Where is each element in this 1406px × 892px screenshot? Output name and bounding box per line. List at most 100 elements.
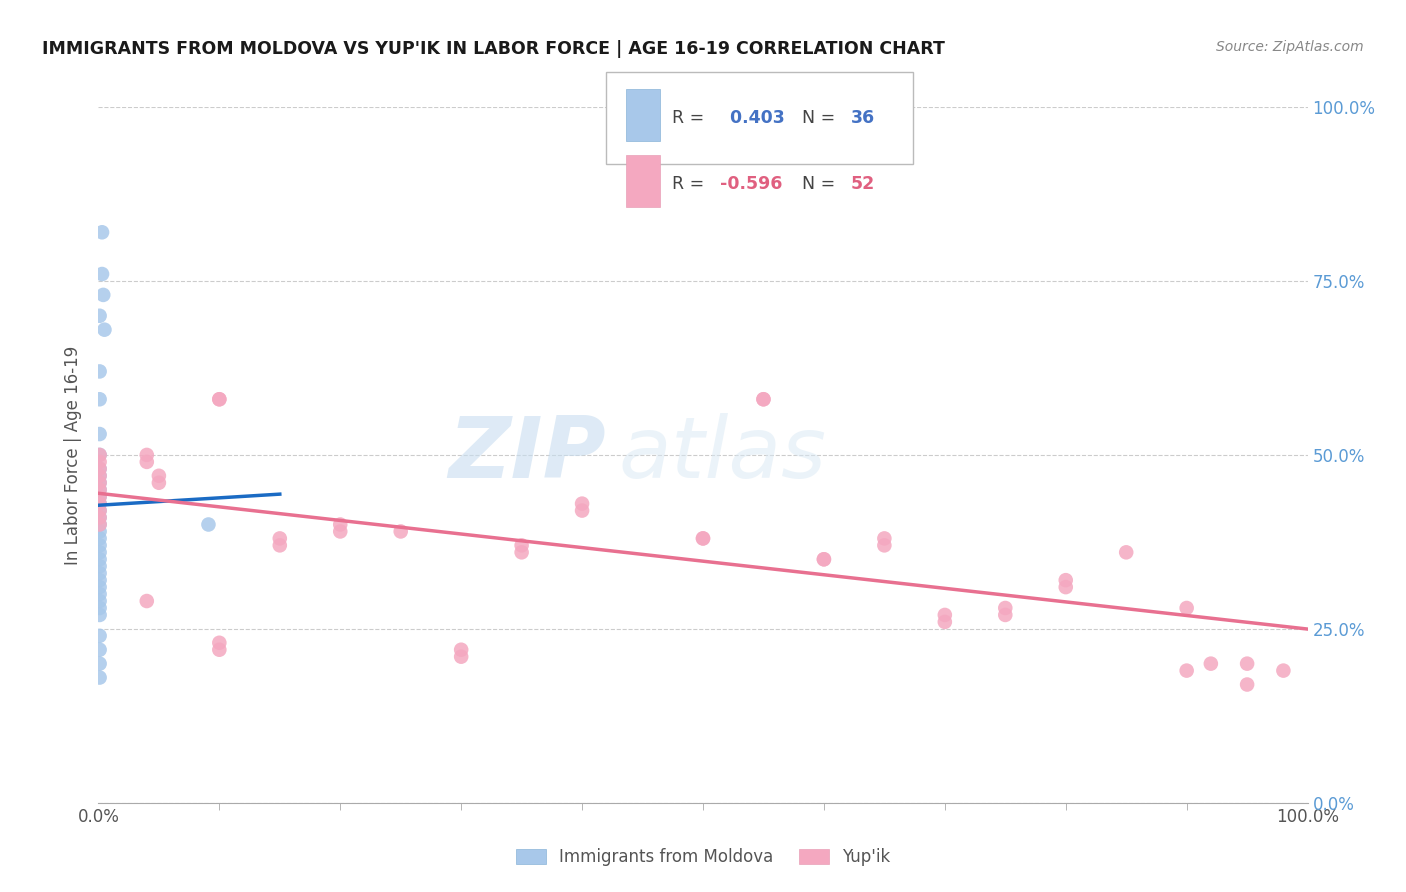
Point xyxy=(208,642,231,657)
Point xyxy=(813,552,835,566)
Point xyxy=(89,503,111,517)
Point xyxy=(752,392,775,407)
Point xyxy=(208,392,231,407)
Point xyxy=(89,587,111,601)
Point xyxy=(89,510,111,524)
Point xyxy=(1175,601,1198,615)
Point xyxy=(1272,664,1295,678)
Point xyxy=(934,615,956,629)
Point xyxy=(571,503,593,517)
Point xyxy=(752,392,775,407)
Text: -0.596: -0.596 xyxy=(720,175,783,193)
Point xyxy=(89,629,111,643)
Point xyxy=(1054,573,1077,587)
Point xyxy=(148,468,170,483)
Point xyxy=(1115,545,1137,559)
Point xyxy=(89,538,111,552)
Point xyxy=(692,532,714,546)
Text: 52: 52 xyxy=(851,175,876,193)
Point xyxy=(135,594,157,608)
Text: R =: R = xyxy=(672,109,710,127)
Point xyxy=(269,532,291,546)
Point xyxy=(89,483,111,497)
Text: 0.403: 0.403 xyxy=(724,109,785,127)
Text: Source: ZipAtlas.com: Source: ZipAtlas.com xyxy=(1216,40,1364,54)
Point xyxy=(89,510,111,524)
Point xyxy=(1236,657,1258,671)
Point xyxy=(89,490,111,504)
Text: R =: R = xyxy=(672,175,710,193)
Point xyxy=(93,323,115,337)
Point xyxy=(89,607,111,622)
Point xyxy=(1199,657,1222,671)
Point xyxy=(89,532,111,546)
Point xyxy=(1236,677,1258,691)
Point xyxy=(89,601,111,615)
Point xyxy=(89,580,111,594)
Y-axis label: In Labor Force | Age 16-19: In Labor Force | Age 16-19 xyxy=(65,345,83,565)
Point xyxy=(89,545,111,559)
Point xyxy=(934,607,956,622)
FancyBboxPatch shape xyxy=(606,72,912,164)
Legend: Immigrants from Moldova, Yup'ik: Immigrants from Moldova, Yup'ik xyxy=(508,839,898,874)
Point xyxy=(813,552,835,566)
FancyBboxPatch shape xyxy=(626,155,659,207)
Point xyxy=(135,448,157,462)
Point xyxy=(89,642,111,657)
Point xyxy=(89,490,111,504)
Point xyxy=(91,267,114,281)
Text: ZIP: ZIP xyxy=(449,413,606,497)
Text: atlas: atlas xyxy=(619,413,827,497)
Point xyxy=(89,475,111,490)
Text: N =: N = xyxy=(790,109,841,127)
Point xyxy=(89,455,111,469)
Point xyxy=(510,545,533,559)
Point xyxy=(89,517,111,532)
Point xyxy=(89,392,111,407)
Point xyxy=(692,532,714,546)
Point xyxy=(89,309,111,323)
Point xyxy=(510,538,533,552)
Point xyxy=(89,524,111,539)
Point xyxy=(89,468,111,483)
Point xyxy=(994,607,1017,622)
Point xyxy=(873,532,896,546)
Point xyxy=(89,497,111,511)
Point xyxy=(89,517,111,532)
Point xyxy=(89,364,111,378)
Point xyxy=(89,559,111,574)
Point xyxy=(197,517,219,532)
Point xyxy=(91,288,114,302)
FancyBboxPatch shape xyxy=(626,89,659,141)
Point xyxy=(450,642,472,657)
Text: N =: N = xyxy=(790,175,841,193)
Point xyxy=(89,573,111,587)
Point xyxy=(89,468,111,483)
Point xyxy=(89,448,111,462)
Point xyxy=(1054,580,1077,594)
Point xyxy=(1175,664,1198,678)
Point xyxy=(208,392,231,407)
Point xyxy=(89,462,111,476)
Point xyxy=(89,503,111,517)
Text: 36: 36 xyxy=(851,109,875,127)
Point xyxy=(91,225,114,239)
Point xyxy=(571,497,593,511)
Point xyxy=(329,524,352,539)
Point xyxy=(450,649,472,664)
Text: IMMIGRANTS FROM MOLDOVA VS YUP'IK IN LABOR FORCE | AGE 16-19 CORRELATION CHART: IMMIGRANTS FROM MOLDOVA VS YUP'IK IN LAB… xyxy=(42,40,945,58)
Point xyxy=(89,552,111,566)
Point xyxy=(89,566,111,581)
Point xyxy=(389,524,412,539)
Point xyxy=(89,483,111,497)
Point xyxy=(89,671,111,685)
Point xyxy=(89,657,111,671)
Point xyxy=(89,462,111,476)
Point xyxy=(994,601,1017,615)
Point xyxy=(269,538,291,552)
Point xyxy=(89,594,111,608)
Point xyxy=(89,497,111,511)
Point xyxy=(873,538,896,552)
Point xyxy=(89,475,111,490)
Point xyxy=(148,475,170,490)
